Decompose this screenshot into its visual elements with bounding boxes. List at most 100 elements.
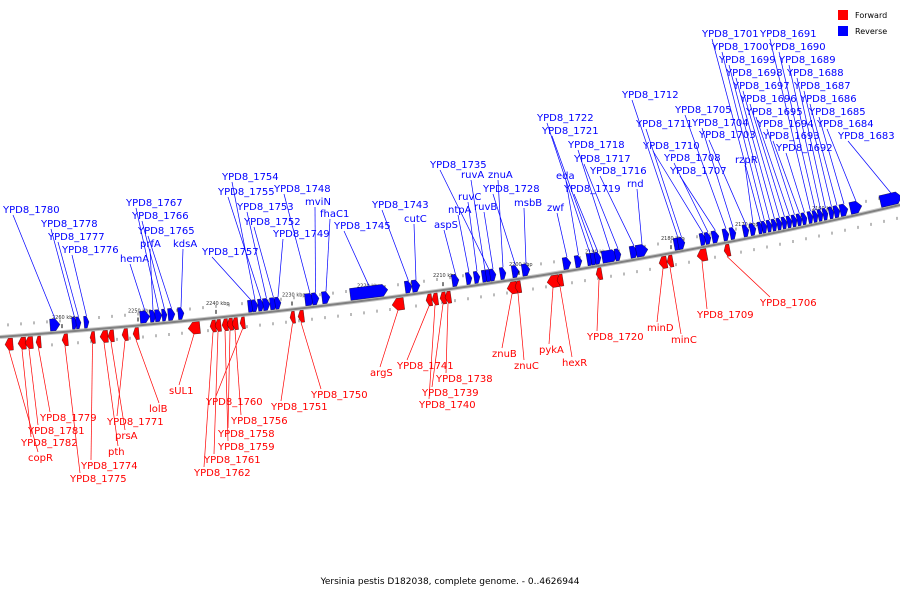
reverse-gene[interactable]: YPD8_1691 xyxy=(759,29,817,212)
gene-arrow[interactable] xyxy=(723,243,732,257)
reverse-gene[interactable]: YPD8_1701 xyxy=(701,29,761,222)
reverse-gene[interactable]: YPD8_1700 xyxy=(711,42,769,222)
reverse-gene[interactable]: YPD8_1703 xyxy=(698,130,756,225)
gene-arrow[interactable] xyxy=(710,230,720,244)
gene-arrow[interactable] xyxy=(800,212,808,226)
reverse-gene[interactable]: YPD8_1687 xyxy=(793,81,851,207)
forward-gene[interactable]: YPD8_1758 xyxy=(217,330,275,440)
reverse-gene[interactable]: YPD8_1728 xyxy=(482,184,540,266)
reverse-gene[interactable]: YPD8_1749 xyxy=(272,229,330,298)
reverse-gene[interactable]: YPD8_1683 xyxy=(837,131,895,194)
gene-arrow[interactable] xyxy=(83,315,90,329)
reverse-gene[interactable]: aspS xyxy=(434,220,458,275)
reverse-gene[interactable]: YPD8_1707 xyxy=(669,166,727,231)
reverse-gene[interactable]: YPD8_1754 xyxy=(221,172,279,300)
gene-arrow[interactable] xyxy=(99,330,109,343)
reverse-gene[interactable]: YPD8_1688 xyxy=(786,68,844,209)
reverse-gene[interactable]: YPD8_1697 xyxy=(732,81,790,218)
gene-arrow[interactable] xyxy=(177,307,185,320)
gene-arrow[interactable] xyxy=(251,299,259,313)
forward-gene[interactable]: YPD8_1738 xyxy=(435,303,493,385)
gene-arrow[interactable] xyxy=(666,254,675,268)
reverse-gene[interactable]: YPD8_1704 xyxy=(691,118,749,228)
gene-arrow[interactable] xyxy=(161,308,168,322)
gene-arrow[interactable] xyxy=(425,293,433,307)
forward-gene[interactable]: YPD8_1720 xyxy=(586,279,644,343)
gene-arrow[interactable] xyxy=(404,280,413,294)
gene-arrow[interactable] xyxy=(231,317,239,331)
forward-gene[interactable]: YPD8_1781 xyxy=(27,348,85,437)
reverse-gene[interactable]: fhaC1 xyxy=(320,209,349,292)
forward-gene[interactable]: YPD8_1739 xyxy=(421,304,479,399)
gene-arrow[interactable] xyxy=(349,284,389,301)
gene-arrow[interactable] xyxy=(748,223,757,236)
reverse-gene[interactable]: YPD8_1752 xyxy=(243,217,301,298)
reverse-gene[interactable]: YPD8_1716 xyxy=(589,166,647,246)
forward-gene[interactable]: YPD8_1756 xyxy=(230,329,288,427)
gene-arrow[interactable] xyxy=(488,268,497,282)
reverse-gene[interactable]: YPD8_1755 xyxy=(217,187,275,300)
gene-arrow[interactable] xyxy=(806,211,814,224)
reverse-gene[interactable]: mviN xyxy=(305,197,331,293)
forward-gene[interactable]: pykA xyxy=(539,287,564,356)
gene-arrow[interactable] xyxy=(221,318,229,332)
reverse-gene[interactable]: YPD8_1689 xyxy=(778,55,836,210)
gene-arrow[interactable] xyxy=(698,232,707,246)
reverse-gene[interactable]: YPD8_1721 xyxy=(541,126,599,253)
gene-arrow[interactable] xyxy=(431,292,439,306)
forward-gene[interactable]: YPD8_1775 xyxy=(64,345,127,485)
gene-arrow[interactable] xyxy=(510,265,520,279)
forward-gene[interactable]: YPD8_1706 xyxy=(726,256,817,309)
gene-arrow[interactable] xyxy=(556,273,565,287)
gene-arrow[interactable] xyxy=(311,292,320,306)
reverse-gene[interactable]: YPD8_1708 xyxy=(663,153,721,233)
gene-arrow[interactable] xyxy=(780,216,788,230)
forward-gene[interactable]: znuB xyxy=(492,293,517,360)
reverse-gene[interactable]: YPD8_1735 xyxy=(429,160,490,270)
reverse-gene[interactable]: YPD8_1722 xyxy=(536,113,594,254)
gene-arrow[interactable] xyxy=(24,336,34,350)
gene-arrow[interactable] xyxy=(785,215,793,229)
forward-gene[interactable]: YPD8_1741 xyxy=(396,305,454,372)
forward-gene[interactable]: YPD8_1709 xyxy=(696,261,754,321)
reverse-gene[interactable]: zwf xyxy=(547,203,568,258)
reverse-gene[interactable]: znuA xyxy=(488,170,513,268)
reverse-gene[interactable]: msbB xyxy=(514,198,542,264)
gene-arrow[interactable] xyxy=(61,333,69,347)
forward-gene[interactable]: minC xyxy=(669,267,697,346)
forward-gene[interactable]: minD xyxy=(647,268,674,334)
gene-arrow[interactable] xyxy=(848,200,863,215)
reverse-gene[interactable]: rzpR xyxy=(735,155,758,224)
forward-gene[interactable]: YPD8_1761 xyxy=(203,331,261,466)
reverse-gene[interactable]: YPD8_1711 xyxy=(635,119,693,238)
reverse-gene[interactable]: YPD8_1710 xyxy=(642,141,704,234)
reverse-gene[interactable]: kdsA xyxy=(173,239,197,308)
reverse-gene[interactable]: YPD8_1780 xyxy=(2,205,60,319)
gene-arrow[interactable] xyxy=(167,308,176,321)
forward-gene[interactable]: prsA xyxy=(110,341,138,442)
gene-arrow[interactable] xyxy=(795,213,803,227)
reverse-gene[interactable]: YPD8_1776 xyxy=(61,245,119,317)
gene-arrow[interactable] xyxy=(728,227,737,240)
forward-gene[interactable]: argS xyxy=(370,310,399,379)
reverse-gene[interactable]: YPD8_1694 xyxy=(756,119,814,215)
gene-arrow[interactable] xyxy=(444,290,452,304)
reverse-gene[interactable]: eda xyxy=(556,171,579,256)
gene-arrow[interactable] xyxy=(520,263,531,277)
gene-arrow[interactable] xyxy=(790,214,798,228)
forward-gene[interactable]: YPD8_1759 xyxy=(217,330,275,453)
gene-arrow[interactable] xyxy=(721,228,730,242)
reverse-gene[interactable]: YPD8_1753 xyxy=(236,202,294,299)
reverse-gene[interactable]: YPD8_1745 xyxy=(333,221,391,287)
forward-gene[interactable]: lolB xyxy=(135,339,168,415)
forward-gene[interactable]: pth xyxy=(103,342,125,458)
gene-arrow[interactable] xyxy=(464,272,473,285)
gene-arrow[interactable] xyxy=(35,335,42,349)
reverse-gene[interactable]: YPD8_1684 xyxy=(816,119,874,202)
reverse-gene[interactable]: YPD8_1777 xyxy=(47,232,105,317)
reverse-gene[interactable]: YPD8_1705 xyxy=(674,105,732,229)
forward-gene[interactable]: hexR xyxy=(559,286,587,369)
forward-gene[interactable]: znuC xyxy=(514,292,539,372)
forward-gene[interactable]: YPD8_1779 xyxy=(38,347,97,424)
gene-arrow[interactable] xyxy=(765,219,773,233)
